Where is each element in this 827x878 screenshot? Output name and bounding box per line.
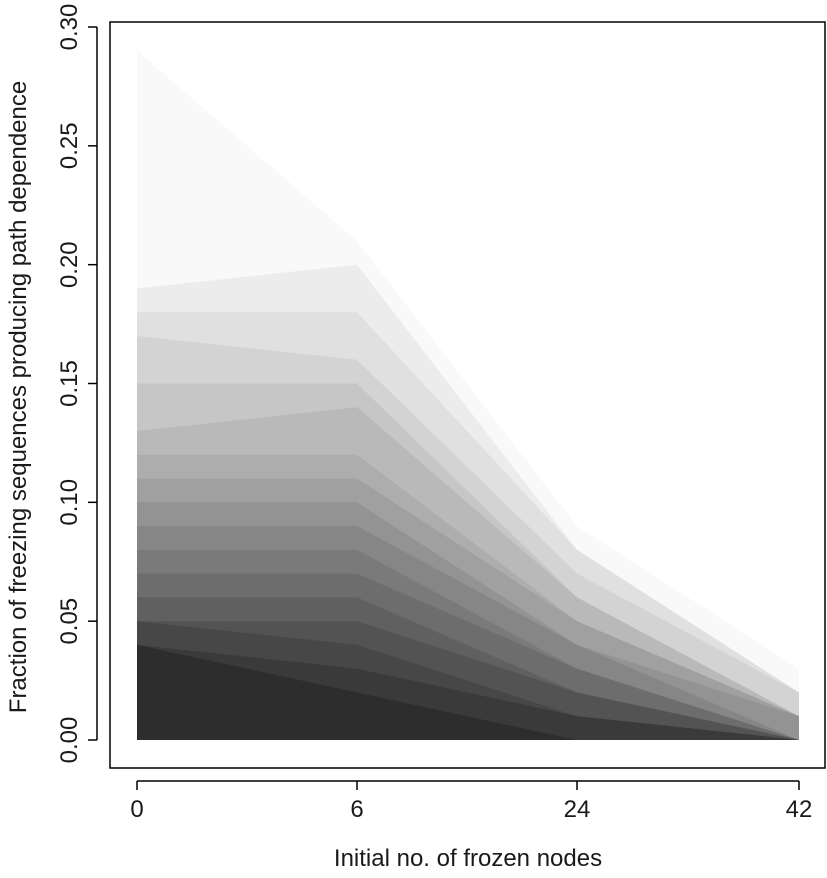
y-tick-label: 0.15 bbox=[56, 360, 83, 407]
x-tick-label: 0 bbox=[130, 796, 143, 823]
x-tick-label: 24 bbox=[564, 796, 591, 823]
area-series-17 bbox=[137, 644, 799, 740]
y-axis-title: Fraction of freezing sequences producing… bbox=[5, 81, 32, 713]
x-axis-title: Initial no. of frozen nodes bbox=[334, 845, 602, 872]
plot-frame bbox=[109, 21, 826, 769]
area-series-group bbox=[137, 50, 799, 741]
y-tick-label: 0.10 bbox=[56, 479, 83, 526]
x-axis: 0 6 24 42 bbox=[130, 780, 813, 823]
x-tick-label: 42 bbox=[786, 796, 813, 823]
y-tick-label: 0.05 bbox=[56, 598, 83, 645]
y-axis: 0.00 0.05 0.10 0.15 0.20 0.25 0.30 bbox=[56, 4, 98, 764]
y-tick-label: 0.20 bbox=[56, 241, 83, 288]
x-tick-label: 6 bbox=[350, 796, 363, 823]
y-tick-label: 0.25 bbox=[56, 122, 83, 169]
y-tick-label: 0.30 bbox=[56, 4, 83, 51]
y-tick-label: 0.00 bbox=[56, 717, 83, 764]
